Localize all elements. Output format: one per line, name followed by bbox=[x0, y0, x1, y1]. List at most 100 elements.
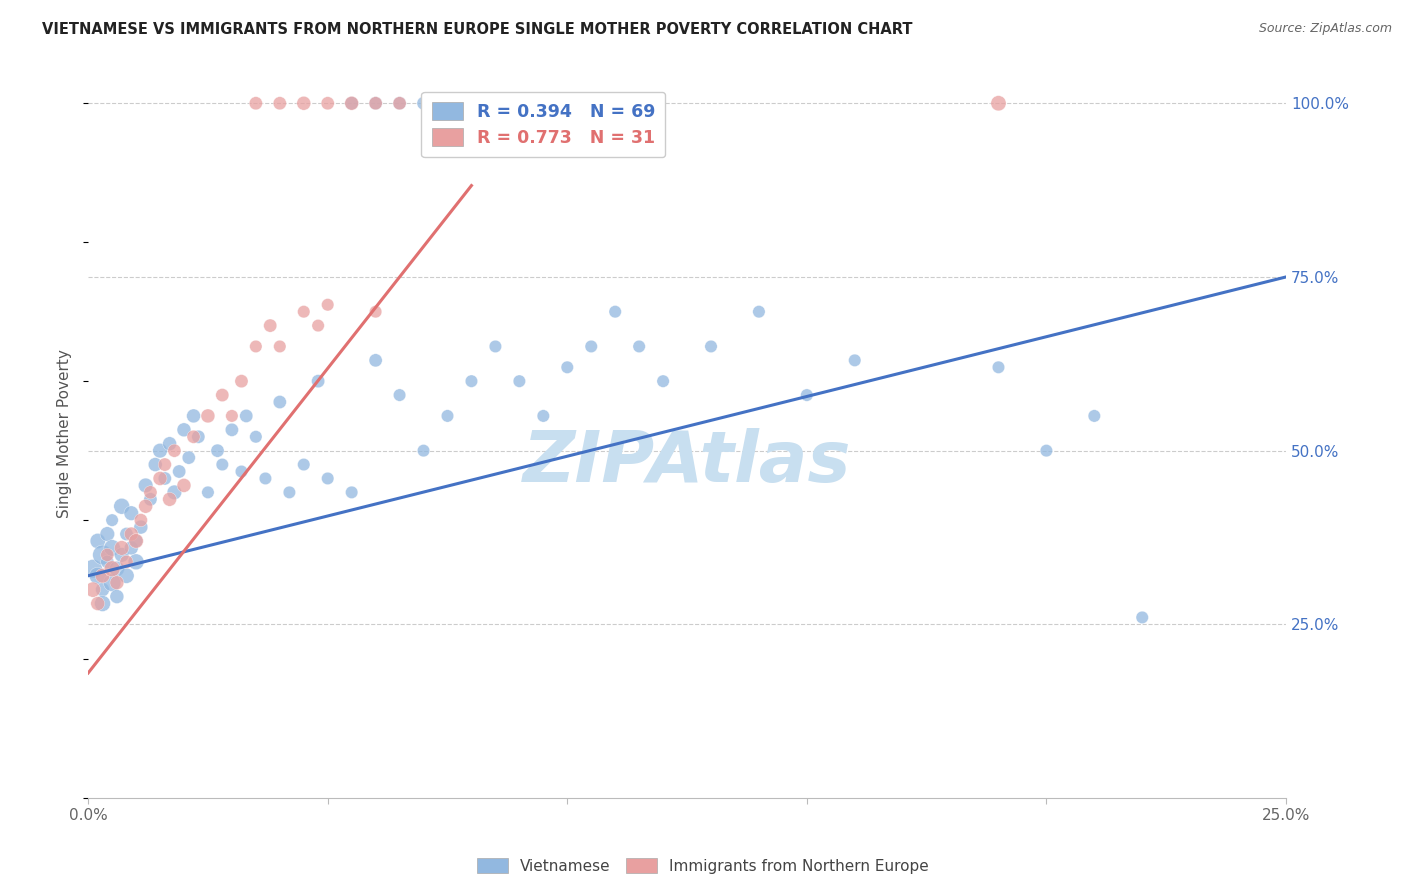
Point bbox=[412, 443, 434, 458]
Point bbox=[91, 568, 114, 582]
Point bbox=[987, 96, 1010, 111]
Point bbox=[105, 575, 128, 590]
Point bbox=[412, 96, 434, 111]
Point bbox=[508, 374, 530, 388]
Point bbox=[139, 485, 162, 500]
Point bbox=[269, 339, 291, 353]
Point bbox=[581, 339, 603, 353]
Point bbox=[96, 548, 118, 562]
Point bbox=[91, 582, 114, 597]
Point bbox=[316, 471, 339, 485]
Point bbox=[101, 541, 124, 555]
Point bbox=[292, 304, 315, 318]
Point bbox=[211, 458, 233, 472]
Point bbox=[120, 506, 142, 520]
Point bbox=[605, 304, 627, 318]
Point bbox=[436, 409, 458, 423]
Point bbox=[153, 458, 176, 472]
Point bbox=[187, 430, 209, 444]
Point bbox=[221, 423, 243, 437]
Point bbox=[91, 597, 114, 611]
Point bbox=[129, 520, 152, 534]
Point bbox=[82, 562, 104, 576]
Point bbox=[844, 353, 866, 368]
Point bbox=[987, 360, 1010, 375]
Point bbox=[120, 541, 142, 555]
Point bbox=[1035, 443, 1057, 458]
Point bbox=[307, 318, 329, 333]
Point bbox=[163, 443, 186, 458]
Point bbox=[531, 409, 554, 423]
Point bbox=[460, 374, 482, 388]
Point bbox=[143, 458, 166, 472]
Point bbox=[388, 96, 411, 111]
Point bbox=[167, 465, 190, 479]
Point bbox=[1083, 409, 1105, 423]
Point bbox=[269, 395, 291, 409]
Text: ZIPAtlas: ZIPAtlas bbox=[523, 428, 851, 497]
Point bbox=[197, 409, 219, 423]
Point bbox=[388, 388, 411, 402]
Point bbox=[115, 555, 138, 569]
Point bbox=[101, 513, 124, 527]
Y-axis label: Single Mother Poverty: Single Mother Poverty bbox=[58, 349, 72, 517]
Point bbox=[231, 465, 253, 479]
Point bbox=[197, 485, 219, 500]
Point bbox=[96, 527, 118, 541]
Point bbox=[159, 436, 181, 450]
Point bbox=[245, 96, 267, 111]
Point bbox=[316, 96, 339, 111]
Point bbox=[235, 409, 257, 423]
Point bbox=[111, 500, 134, 514]
Point bbox=[101, 575, 124, 590]
Point bbox=[292, 96, 315, 111]
Point bbox=[149, 443, 172, 458]
Point bbox=[484, 339, 506, 353]
Point bbox=[700, 339, 723, 353]
Point bbox=[82, 582, 104, 597]
Point bbox=[278, 485, 301, 500]
Point bbox=[129, 513, 152, 527]
Point bbox=[388, 96, 411, 111]
Point bbox=[207, 443, 229, 458]
Point bbox=[177, 450, 200, 465]
Point bbox=[364, 353, 387, 368]
Point bbox=[628, 339, 651, 353]
Point bbox=[796, 388, 818, 402]
Point bbox=[87, 533, 110, 548]
Point bbox=[231, 374, 253, 388]
Point bbox=[96, 555, 118, 569]
Point bbox=[149, 471, 172, 485]
Point bbox=[125, 533, 148, 548]
Point bbox=[254, 471, 277, 485]
Point bbox=[307, 374, 329, 388]
Point bbox=[115, 568, 138, 582]
Point bbox=[364, 304, 387, 318]
Point bbox=[269, 96, 291, 111]
Point bbox=[221, 409, 243, 423]
Point bbox=[245, 430, 267, 444]
Point bbox=[292, 458, 315, 472]
Point bbox=[105, 562, 128, 576]
Point bbox=[748, 304, 770, 318]
Text: VIETNAMESE VS IMMIGRANTS FROM NORTHERN EUROPE SINGLE MOTHER POVERTY CORRELATION : VIETNAMESE VS IMMIGRANTS FROM NORTHERN E… bbox=[42, 22, 912, 37]
Point bbox=[135, 478, 157, 492]
Point bbox=[340, 485, 363, 500]
Point bbox=[183, 409, 205, 423]
Point bbox=[1130, 610, 1153, 624]
Point bbox=[173, 478, 195, 492]
Point bbox=[183, 430, 205, 444]
Point bbox=[340, 96, 363, 111]
Point bbox=[245, 339, 267, 353]
Point bbox=[364, 96, 387, 111]
Point bbox=[159, 492, 181, 507]
Point bbox=[87, 597, 110, 611]
Point bbox=[105, 590, 128, 604]
Point bbox=[259, 318, 281, 333]
Point bbox=[316, 298, 339, 312]
Point bbox=[115, 527, 138, 541]
Point bbox=[555, 360, 578, 375]
Point bbox=[135, 500, 157, 514]
Point bbox=[101, 562, 124, 576]
Point bbox=[340, 96, 363, 111]
